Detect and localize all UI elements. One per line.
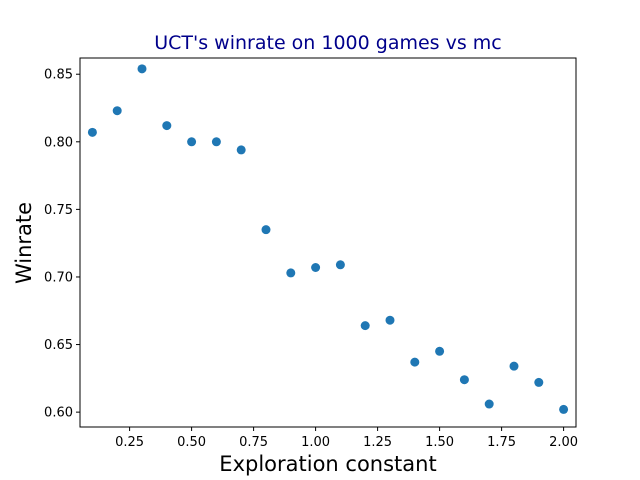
data-point (261, 225, 271, 235)
x-axis-label: Exploration constant (219, 452, 436, 476)
data-point (112, 106, 122, 116)
x-tick-label: 0.75 (239, 435, 268, 450)
data-point (534, 377, 544, 387)
data-point (162, 121, 172, 131)
x-tick-label: 0.25 (115, 435, 144, 450)
data-point (187, 137, 197, 147)
data-point (410, 357, 420, 367)
x-tick-label: 2.00 (549, 435, 578, 450)
y-tick-label: 0.60 (44, 406, 73, 421)
data-point (335, 260, 345, 270)
y-tick-label: 0.65 (44, 338, 73, 353)
data-point (286, 268, 296, 278)
data-point (385, 315, 395, 325)
y-tick-label: 0.75 (44, 203, 73, 218)
y-axis: 0.60 0.65 0.70 0.75 0.80 0.85 (44, 68, 80, 421)
data-point (137, 64, 147, 74)
data-point (509, 361, 519, 371)
y-tick-label: 0.80 (44, 135, 73, 150)
y-tick-label: 0.70 (44, 270, 73, 285)
x-tick-label: 0.50 (177, 435, 206, 450)
data-point (559, 404, 569, 414)
x-axis: 0.25 0.50 0.75 1.00 1.25 1.50 1.75 2.00 (115, 427, 578, 450)
data-point (311, 263, 321, 273)
data-point (87, 127, 97, 137)
chart-title: UCT's winrate on 1000 games vs mc (154, 32, 502, 54)
x-tick-label: 1.00 (301, 435, 330, 450)
x-tick-label: 1.75 (487, 435, 516, 450)
data-point (211, 137, 221, 147)
data-point (459, 375, 469, 385)
plot-area-frame (79, 57, 577, 428)
x-tick-label: 1.25 (363, 435, 392, 450)
data-point (236, 145, 246, 155)
data-point (360, 321, 370, 331)
y-axis-label: Winrate (12, 202, 36, 284)
data-point (435, 346, 445, 356)
data-points (87, 64, 569, 414)
data-point (484, 399, 494, 409)
y-tick-label: 0.85 (44, 68, 73, 83)
x-tick-label: 1.50 (425, 435, 454, 450)
